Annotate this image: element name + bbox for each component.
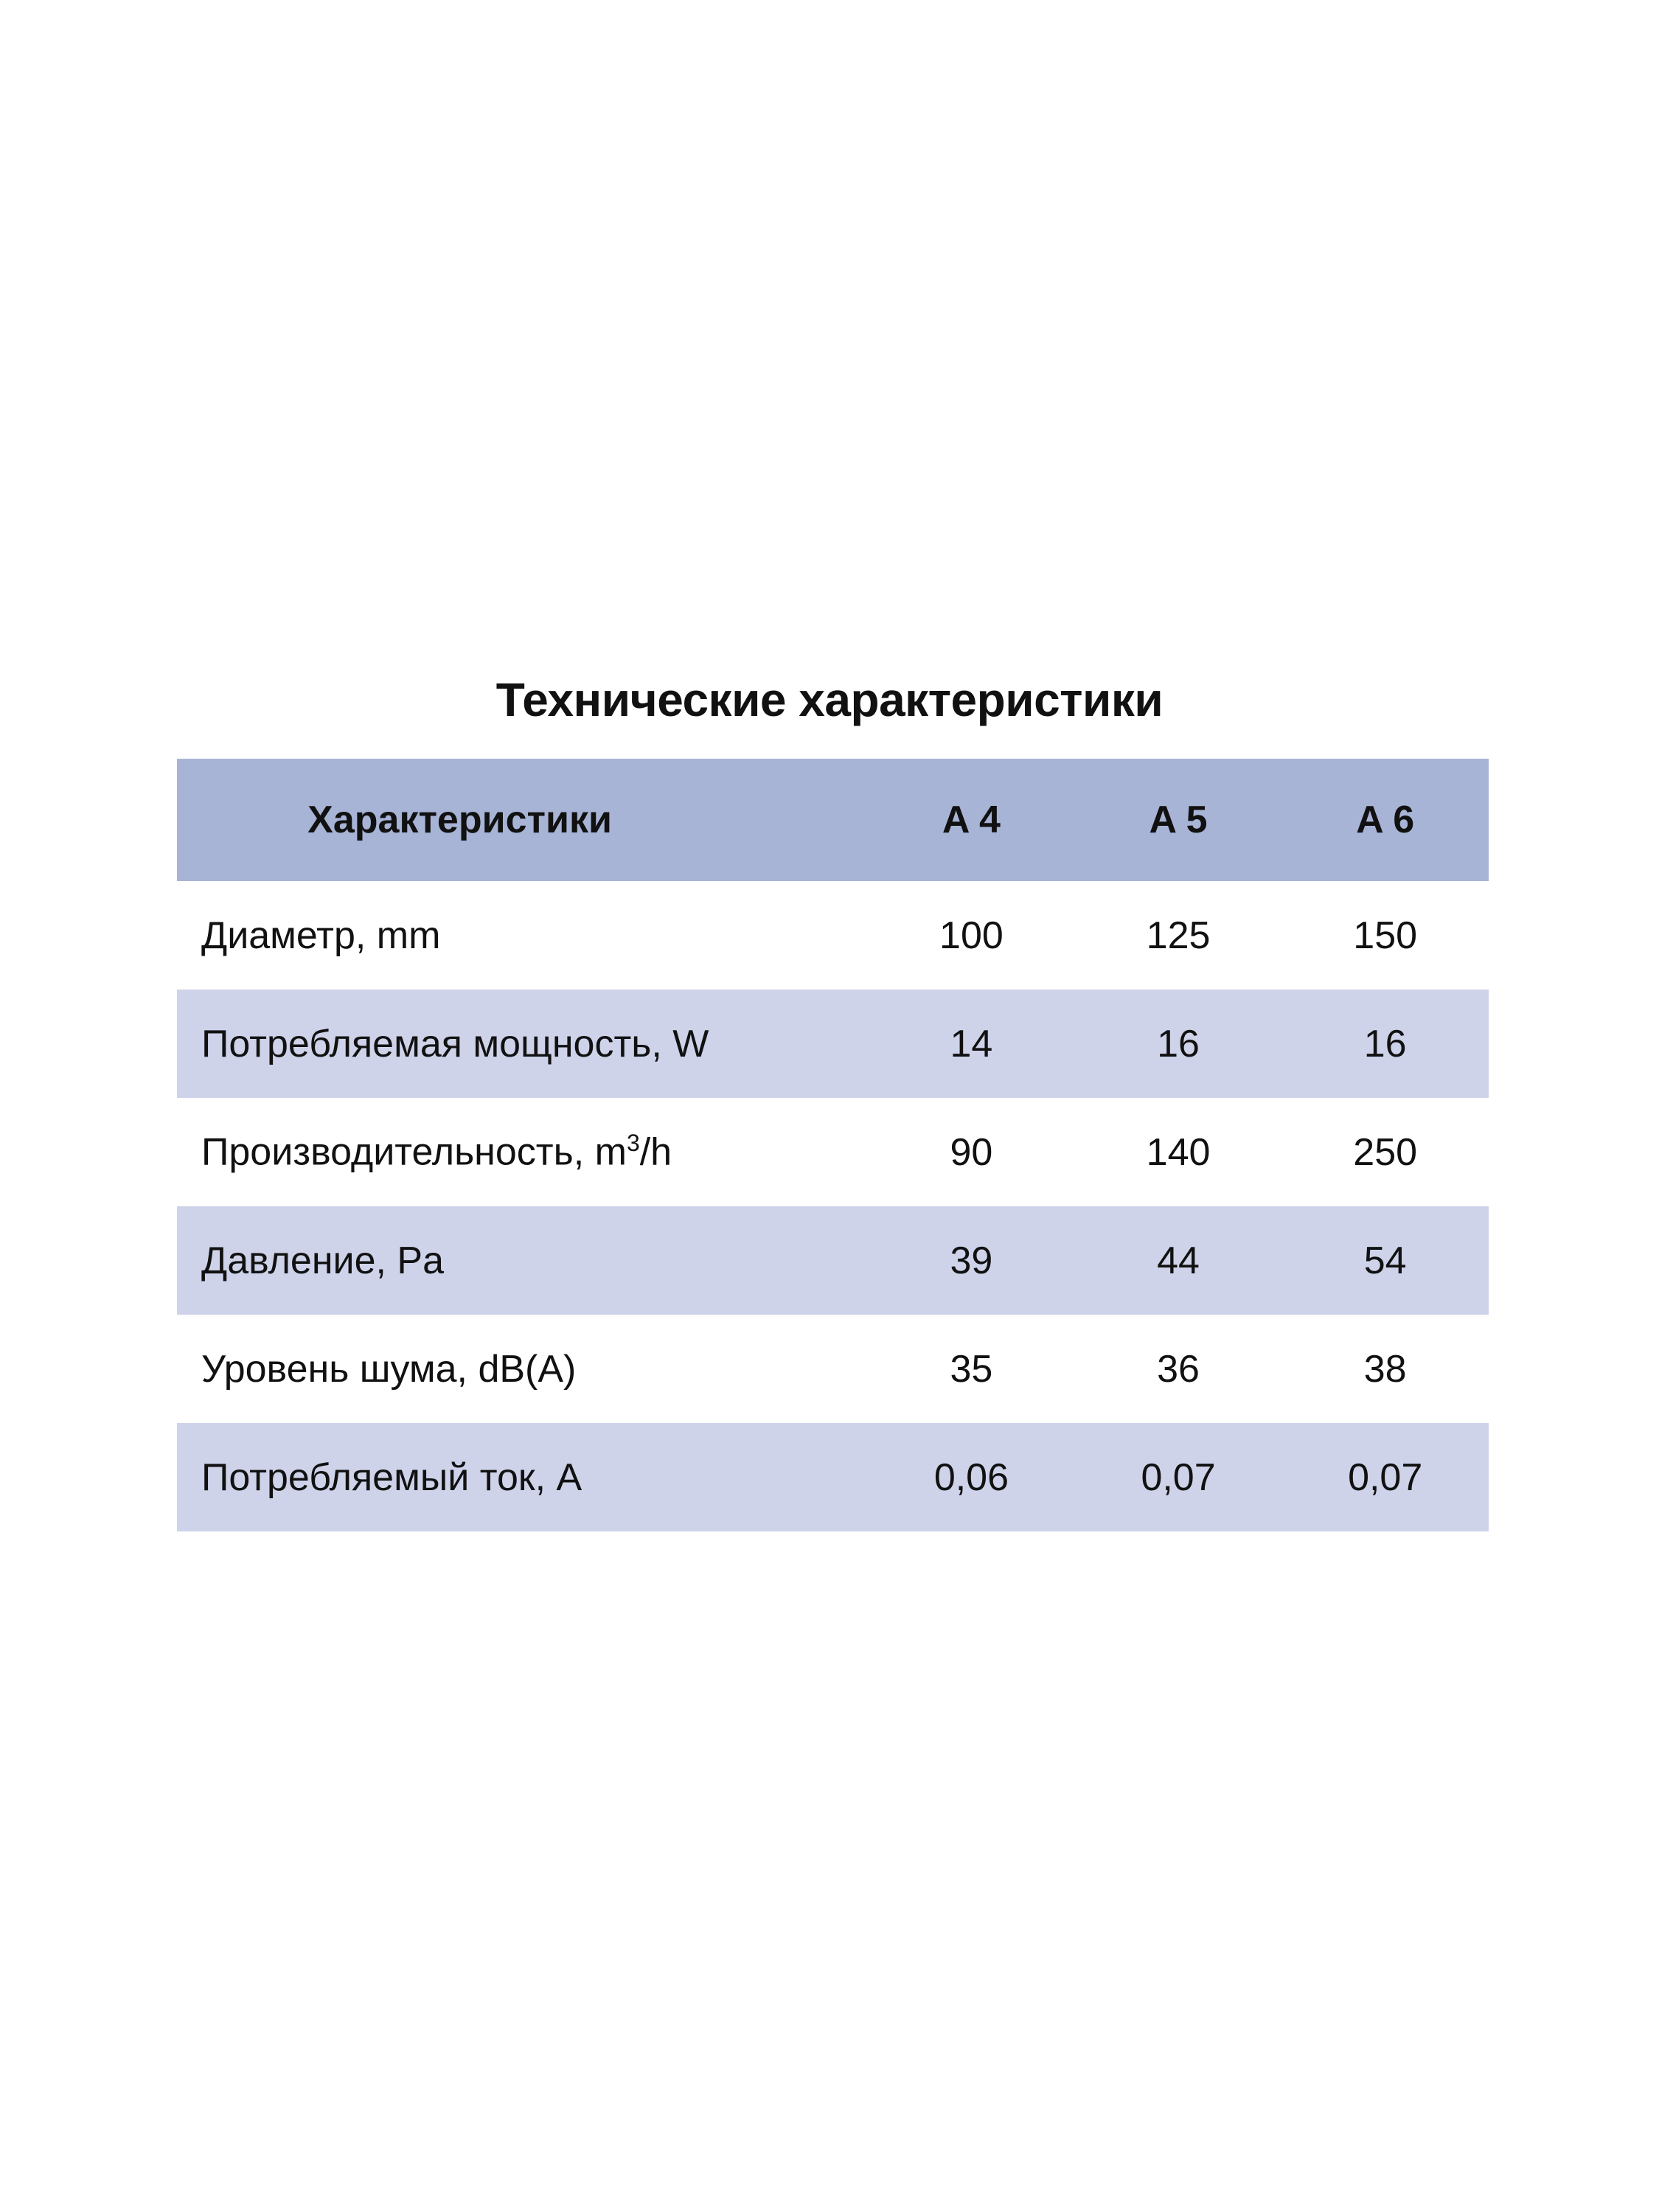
- cell-value: 36: [1157, 1347, 1200, 1391]
- table-row: Производительность, m3/h 90 140 250: [177, 1098, 1489, 1206]
- header-characteristics: Характеристики: [307, 799, 612, 841]
- table-row: Потребляемая мощность, W 14 16 16: [177, 990, 1489, 1098]
- cell-value: 16: [1363, 1022, 1407, 1065]
- table-header-row: Характеристики A 4 A 5 A 6: [177, 759, 1489, 881]
- cell-value: 54: [1363, 1239, 1407, 1282]
- row-label-text: Давление, Pa: [201, 1239, 445, 1282]
- row-label: Производительность, m3/h: [177, 1098, 868, 1206]
- row-label-text: Потребляемый ток, A: [201, 1455, 582, 1499]
- cell-value: 140: [1146, 1130, 1211, 1174]
- table-row: Потребляемый ток, A 0,06 0,07 0,07: [177, 1423, 1489, 1531]
- unit-suffix: /h: [639, 1130, 672, 1174]
- row-label: Давление, Pa: [177, 1206, 868, 1315]
- row-label: Потребляемый ток, A: [177, 1423, 868, 1531]
- cell-value: 125: [1146, 914, 1211, 957]
- cell-value: 0,06: [933, 1455, 1009, 1499]
- cell-value: 14: [950, 1022, 993, 1065]
- cell-value: 250: [1353, 1130, 1418, 1174]
- cell-value: 150: [1353, 914, 1418, 957]
- cell-value: 0,07: [1348, 1455, 1423, 1499]
- cell-value: 16: [1157, 1022, 1200, 1065]
- row-label-text: Уровень шума, dB(A): [201, 1347, 577, 1391]
- cell-value: 39: [950, 1239, 993, 1282]
- header-a6: A 6: [1356, 799, 1415, 841]
- header-a5: A 5: [1149, 799, 1208, 841]
- table-row: Уровень шума, dB(A) 35 36 38: [177, 1315, 1489, 1423]
- superscript: 3: [626, 1130, 640, 1157]
- page-title: Технические характеристики: [495, 673, 1164, 726]
- cell-value: 0,07: [1141, 1455, 1216, 1499]
- row-label-text: Диаметр, mm: [201, 914, 441, 957]
- cell-value: 38: [1363, 1347, 1407, 1391]
- row-label-text: Производительность, m: [201, 1130, 627, 1174]
- cell-value: 35: [950, 1347, 993, 1391]
- cell-value: 44: [1157, 1239, 1200, 1282]
- row-label: Уровень шума, dB(A): [177, 1315, 868, 1423]
- row-label-text: Потребляемая мощность, W: [201, 1022, 709, 1065]
- table-row: Давление, Pa 39 44 54: [177, 1206, 1489, 1315]
- specs-table: Характеристики A 4 A 5 A 6 Диаметр, mm 10…: [177, 759, 1489, 1531]
- cell-value: 90: [950, 1130, 993, 1174]
- header-a4: A 4: [942, 799, 1001, 841]
- table-row: Диаметр, mm 100 125 150: [177, 881, 1489, 990]
- row-label: Диаметр, mm: [177, 881, 868, 990]
- row-label: Потребляемая мощность, W: [177, 990, 868, 1098]
- cell-value: 100: [939, 914, 1004, 957]
